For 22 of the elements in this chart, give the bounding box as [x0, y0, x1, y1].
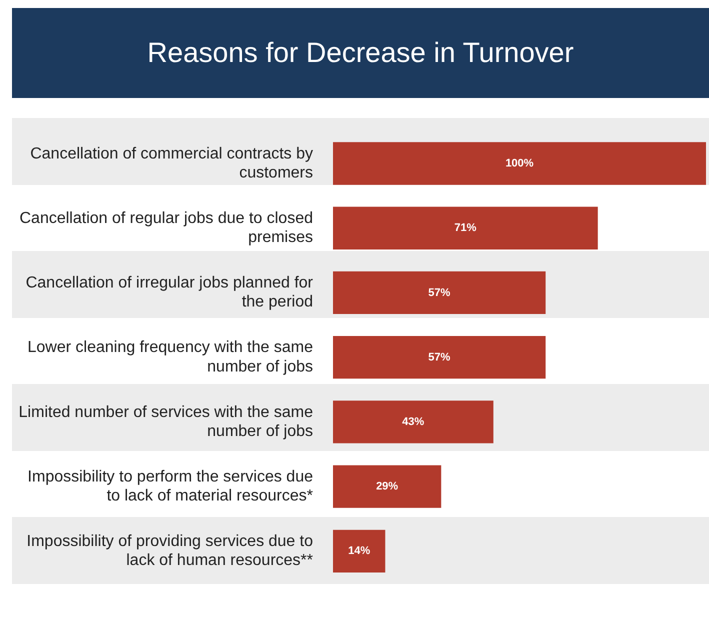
y-tick-label: Limited number of services with the same number of jobs — [18, 404, 314, 440]
bar — [333, 336, 546, 379]
data-label: 29% — [376, 480, 398, 493]
bar — [333, 142, 706, 185]
y-tick-label: Lower cleaning frequency with the same number of jobs — [28, 339, 314, 376]
bar — [333, 530, 386, 573]
bar — [333, 465, 442, 508]
data-label: 71% — [454, 222, 477, 234]
y-tick-label: Cancellation of irregular jobs planned for the period — [26, 274, 314, 311]
data-label: 14% — [348, 545, 370, 558]
bar — [333, 400, 494, 444]
data-label: 100% — [505, 158, 534, 170]
y-tick-label: Impossibility of providing services due to lack of human resources** — [26, 533, 314, 570]
chart-title: Reasons for Decrease in Turnover — [12, 8, 709, 98]
data-label: 43% — [402, 416, 424, 428]
bar — [333, 206, 598, 250]
data-label: 57% — [428, 351, 451, 364]
data-label: 57% — [428, 286, 451, 299]
bar — [333, 271, 546, 314]
y-tick-label: Impossibility to perform the services due to lack of material resources* — [28, 468, 314, 505]
y-tick-label: Cancellation of regular jobs due to closed premises — [19, 210, 313, 246]
y-tick-label: Cancellation of commercial contracts by customers — [30, 145, 313, 182]
